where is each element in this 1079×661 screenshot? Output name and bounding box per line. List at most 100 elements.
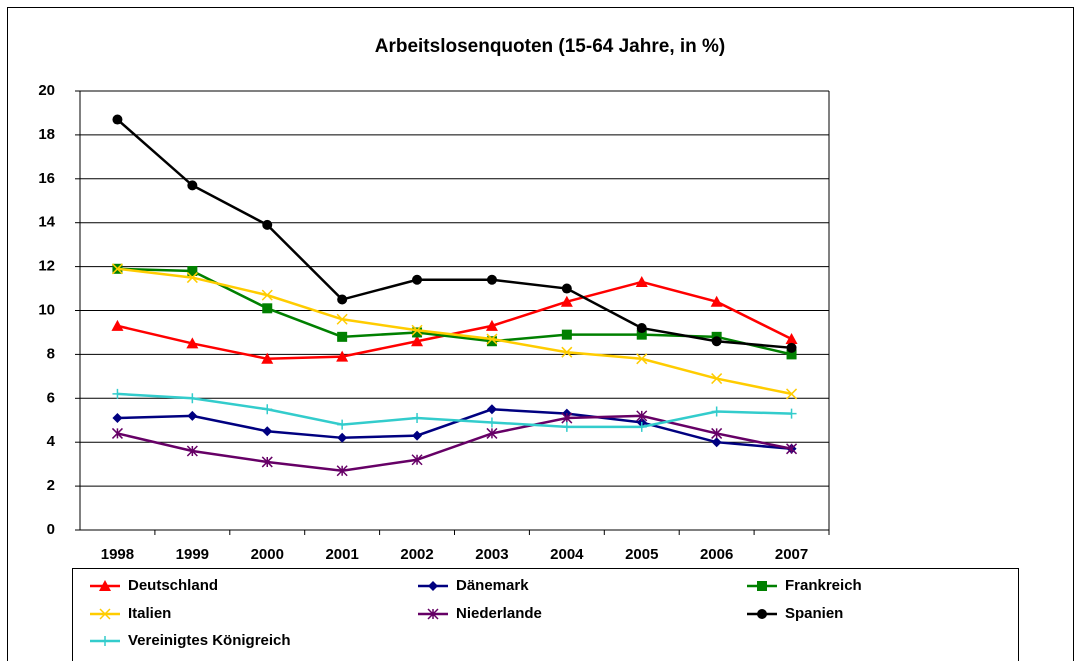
marker bbox=[561, 283, 572, 294]
marker bbox=[636, 410, 648, 422]
x-tick-label: 1998 bbox=[101, 546, 134, 563]
marker bbox=[99, 608, 111, 620]
marker bbox=[112, 388, 123, 399]
marker bbox=[337, 331, 348, 342]
marker bbox=[187, 265, 198, 276]
legend-label: Vereinigtes Königreich bbox=[128, 632, 291, 649]
x-tick-label: 2005 bbox=[625, 546, 658, 563]
marker bbox=[186, 337, 199, 349]
marker bbox=[711, 373, 723, 385]
marker bbox=[786, 342, 797, 353]
marker bbox=[112, 413, 123, 424]
y-tick-label: 8 bbox=[47, 345, 55, 362]
series-line bbox=[117, 414, 792, 472]
marker bbox=[412, 274, 423, 285]
marker bbox=[411, 335, 424, 347]
marker bbox=[636, 421, 647, 432]
marker bbox=[711, 406, 722, 417]
y-tick-label: 4 bbox=[47, 433, 56, 450]
y-tick-label: 14 bbox=[38, 214, 55, 231]
marker bbox=[560, 295, 573, 307]
marker bbox=[262, 303, 273, 314]
marker bbox=[412, 430, 423, 441]
marker bbox=[186, 272, 198, 284]
marker bbox=[261, 352, 274, 364]
marker bbox=[100, 636, 110, 646]
legend-box bbox=[72, 568, 1019, 661]
marker bbox=[337, 432, 348, 443]
marker bbox=[411, 324, 423, 336]
marker bbox=[711, 427, 723, 439]
y-tick-label: 0 bbox=[47, 521, 55, 538]
marker bbox=[636, 353, 648, 365]
y-tick-label: 6 bbox=[47, 389, 55, 406]
marker bbox=[111, 427, 123, 439]
marker bbox=[186, 445, 198, 457]
y-tick-label: 10 bbox=[38, 301, 55, 318]
legend-label: Niederlande bbox=[456, 605, 542, 622]
chart-title: Arbeitslosenquoten (15-64 Jahre, in %) bbox=[375, 36, 726, 57]
marker bbox=[336, 350, 349, 362]
x-tick-label: 2001 bbox=[325, 546, 358, 563]
marker bbox=[786, 408, 797, 419]
marker bbox=[711, 437, 722, 448]
series-line bbox=[116, 118, 792, 350]
y-tick-label: 20 bbox=[38, 82, 55, 99]
marker bbox=[757, 581, 767, 591]
series-line bbox=[117, 267, 792, 396]
marker bbox=[486, 417, 497, 428]
marker bbox=[261, 289, 273, 301]
marker bbox=[262, 404, 273, 415]
marker bbox=[561, 412, 573, 424]
marker bbox=[710, 295, 723, 307]
series-line bbox=[117, 408, 792, 451]
marker bbox=[187, 410, 198, 421]
marker bbox=[486, 333, 498, 345]
marker bbox=[261, 456, 273, 468]
x-tick-label: 2007 bbox=[775, 546, 808, 563]
marker bbox=[428, 581, 438, 591]
y-tick-label: 18 bbox=[38, 126, 55, 143]
marker bbox=[486, 404, 497, 415]
marker bbox=[786, 349, 797, 360]
marker bbox=[711, 336, 722, 347]
marker bbox=[336, 313, 348, 325]
marker bbox=[636, 323, 647, 334]
marker bbox=[99, 580, 111, 591]
marker bbox=[337, 419, 348, 430]
marker bbox=[786, 388, 798, 400]
legend-label: Spanien bbox=[785, 605, 843, 622]
marker bbox=[561, 329, 572, 340]
marker bbox=[485, 319, 498, 331]
marker bbox=[785, 333, 798, 345]
x-tick-label: 2000 bbox=[251, 546, 284, 563]
marker bbox=[112, 114, 123, 125]
marker bbox=[486, 427, 498, 439]
marker bbox=[486, 274, 497, 285]
y-tick-label: 16 bbox=[38, 170, 55, 187]
y-tick-label: 12 bbox=[38, 258, 55, 275]
marker bbox=[786, 443, 798, 455]
x-tick-label: 1999 bbox=[176, 546, 209, 563]
x-tick-label: 2002 bbox=[400, 546, 433, 563]
x-tick-label: 2003 bbox=[475, 546, 508, 563]
marker bbox=[635, 275, 648, 287]
marker bbox=[337, 294, 348, 305]
marker bbox=[412, 413, 423, 424]
marker bbox=[262, 219, 273, 230]
marker bbox=[636, 329, 647, 340]
chart-frame bbox=[7, 7, 1074, 661]
y-tick-label: 2 bbox=[47, 477, 55, 494]
marker bbox=[561, 421, 572, 432]
x-tick-label: 2006 bbox=[700, 546, 733, 563]
marker bbox=[561, 346, 573, 358]
marker bbox=[187, 180, 198, 191]
legend-label: Frankreich bbox=[785, 577, 862, 594]
marker bbox=[111, 319, 124, 331]
marker bbox=[411, 454, 423, 466]
legend-label: Italien bbox=[128, 605, 171, 622]
legend-label: Deutschland bbox=[128, 577, 218, 594]
marker bbox=[427, 608, 439, 620]
marker bbox=[111, 263, 123, 275]
